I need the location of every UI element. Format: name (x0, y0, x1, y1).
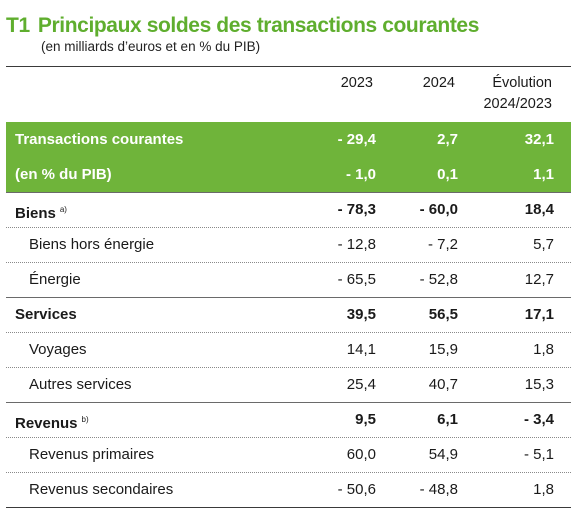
row-label: Voyages (29, 341, 87, 358)
value-evolution: 17,1 (524, 306, 554, 323)
title-text: Principaux soldes des transactions coura… (37, 14, 479, 37)
value-2024: 0,1 (437, 166, 458, 183)
highlight-band (6, 122, 571, 192)
value-evolution: 1,8 (533, 481, 554, 498)
table-row: Autres services 25,4 40,7 15,3 (6, 367, 571, 402)
value-2024: 54,9 (428, 446, 458, 463)
value-evolution: 18,4 (524, 201, 554, 218)
row-label: Biens a) (15, 192, 67, 227)
top-rule (6, 66, 571, 67)
value-2024: 15,9 (428, 341, 458, 358)
value-2023: 25,4 (346, 376, 376, 393)
value-2024: 40,7 (428, 376, 458, 393)
value-2023: - 78,3 (337, 201, 376, 218)
col-header-evolution-line2: 2024/2023 (483, 96, 552, 112)
value-2023: 60,0 (346, 446, 376, 463)
value-evolution: 12,7 (524, 271, 554, 288)
value-evolution: 1,8 (533, 341, 554, 358)
section-separator (6, 402, 571, 403)
row-label: Revenus b) (15, 402, 89, 437)
row-label: Revenus secondaires (29, 481, 174, 498)
dotted-separator (6, 437, 571, 438)
value-2024: - 7,2 (427, 236, 458, 253)
value-2023: - 65,5 (337, 271, 376, 288)
value-2023: - 12,8 (337, 236, 376, 253)
row-label: Autres services (29, 376, 132, 393)
value-2023: 9,5 (355, 411, 376, 428)
table-title: T1 Principaux soldes des transactions cou… (6, 14, 479, 38)
value-2024: 56,5 (428, 306, 458, 323)
row-label-text: Revenus (15, 415, 78, 432)
value-2024: 2,7 (437, 131, 458, 148)
value-2024: 6,1 (437, 411, 458, 428)
value-evolution: 1,1 (533, 166, 554, 183)
col-header-2024: 2024 (422, 75, 455, 91)
dotted-separator (6, 262, 571, 263)
row-label-text: Biens (15, 205, 56, 222)
value-2023: - 29,4 (337, 131, 376, 148)
value-2023: - 50,6 (337, 481, 376, 498)
footnote-marker: a) (59, 205, 67, 214)
row-label: Énergie (29, 271, 81, 288)
table-row: Revenus secondaires - 50,6 - 48,8 1,8 (6, 472, 571, 507)
row-label: (en % du PIB) (15, 166, 112, 183)
table-row: (en % du PIB) - 1,0 0,1 1,1 (6, 157, 571, 192)
dotted-separator (6, 332, 571, 333)
footnote-marker: b) (81, 415, 89, 424)
table-code: T1 (6, 14, 30, 37)
row-label: Biens hors énergie (29, 236, 155, 253)
table-row: Revenus b) 9,5 6,1 - 3,4 (6, 402, 571, 437)
dotted-separator (6, 472, 571, 473)
table-row: Biens hors énergie - 12,8 - 7,2 5,7 (6, 227, 571, 262)
col-header-evolution-line1: Évolution (492, 75, 552, 91)
col-header-2023: 2023 (340, 75, 373, 91)
dotted-separator (6, 227, 571, 228)
table-row: Voyages 14,1 15,9 1,8 (6, 332, 571, 367)
row-label: Revenus primaires (29, 446, 155, 463)
value-2024: - 60,0 (419, 201, 458, 218)
table-row: Revenus primaires 60,0 54,9 - 5,1 (6, 437, 571, 472)
rule-after-band (6, 192, 571, 193)
value-2024: - 48,8 (419, 481, 458, 498)
table-row: Énergie - 65,5 - 52,8 12,7 (6, 262, 571, 297)
col-header-evolution: Évolution 2024/2023 (483, 73, 552, 115)
value-evolution: 15,3 (524, 376, 554, 393)
value-2023: - 1,0 (345, 166, 376, 183)
value-2023: 14,1 (346, 341, 376, 358)
value-evolution: - 3,4 (523, 411, 554, 428)
row-label: Transactions courantes (15, 131, 184, 148)
table-row: Services 39,5 56,5 17,1 (6, 297, 571, 332)
table-subtitle: (en milliards d’euros et en % du PIB) (41, 39, 261, 54)
table-row: Biens a) - 78,3 - 60,0 18,4 (6, 192, 571, 227)
value-2023: 39,5 (346, 306, 376, 323)
value-evolution: 32,1 (524, 131, 554, 148)
value-evolution: - 5,1 (523, 446, 554, 463)
section-separator (6, 297, 571, 298)
dotted-separator (6, 367, 571, 368)
table-row: Transactions courantes - 29,4 2,7 32,1 (6, 122, 571, 157)
value-2024: - 52,8 (419, 271, 458, 288)
row-label: Services (15, 306, 77, 323)
bottom-rule (6, 507, 571, 508)
value-evolution: 5,7 (533, 236, 554, 253)
